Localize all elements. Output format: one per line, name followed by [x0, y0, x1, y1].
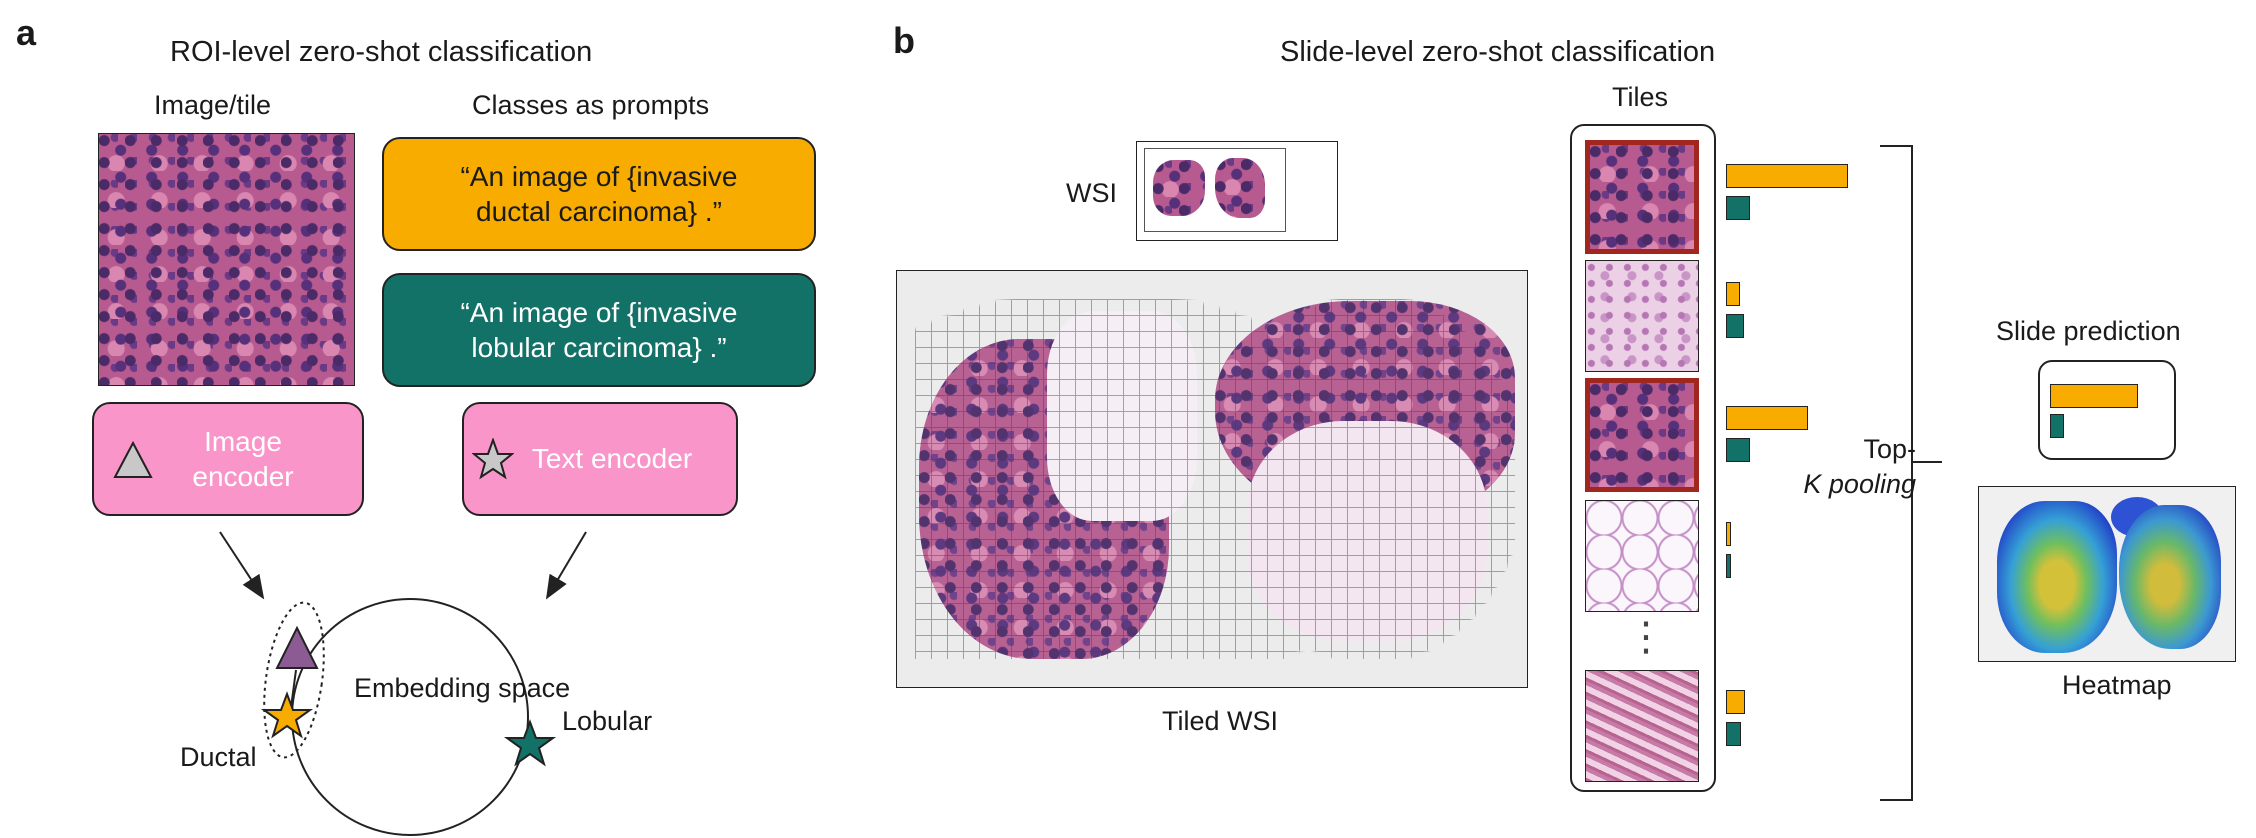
lobular-prompt-text: “An image of {invasive lobular carcinoma… — [460, 297, 738, 363]
lobular-prompt-box: “An image of {invasive lobular carcinoma… — [382, 273, 816, 387]
embedding-space-label: Embedding space — [354, 673, 571, 703]
ductal-label: Ductal — [180, 742, 257, 772]
tile-1 — [1585, 140, 1699, 254]
image-encoder-arrow — [219, 531, 265, 600]
triangle-icon — [113, 440, 153, 478]
slide-prediction-ductal-bar — [2050, 384, 2138, 408]
image-encoder-label: Image encoder — [192, 426, 294, 492]
pooling-bracket — [1880, 145, 1942, 801]
tile-4 — [1585, 500, 1699, 612]
top-k-pooling-label: Top- K pooling — [1776, 432, 1916, 502]
tile-5-ductal-bar — [1726, 690, 1746, 714]
lobular-label: Lobular — [562, 706, 653, 736]
panel-a-title: ROI-level zero-shot classification — [170, 36, 593, 68]
slide-prediction-box — [2038, 360, 2176, 460]
tile-4-lobular-bar — [1726, 554, 1732, 578]
tile-5-lobular-bar — [1726, 722, 1741, 746]
tiles-ellipsis: ⋮ — [1626, 615, 1666, 659]
ductal-prompt-text: “An image of {invasive ductal carcinoma}… — [460, 161, 738, 227]
tile-2-ductal-bar — [1726, 282, 1740, 306]
tile-1-lobular-bar — [1726, 196, 1751, 220]
text-encoder-arrow — [545, 531, 587, 600]
text-encoder-label: Text encoder — [531, 443, 693, 474]
panel-a-letter: a — [16, 12, 37, 53]
tiles-column: ⋮ — [1570, 124, 1716, 792]
tile-3-lobular-bar — [1726, 438, 1751, 462]
ductal-cluster-ellipse — [263, 601, 325, 759]
wsi-thumbnail — [1136, 141, 1338, 241]
slide-prediction-label: Slide prediction — [1996, 316, 2181, 346]
tile-3-ductal-bar — [1726, 406, 1808, 430]
star-icon — [472, 438, 514, 480]
ductal-prompt-box: “An image of {invasive ductal carcinoma}… — [382, 137, 816, 251]
heatmap-image — [1978, 486, 2236, 662]
tile-1-ductal-bar — [1726, 164, 1849, 188]
tile-3 — [1585, 378, 1699, 492]
ductal-star-icon — [260, 691, 314, 739]
tiled-wsi-label: Tiled WSI — [1162, 706, 1279, 736]
image-encoder-box: Image encoder — [92, 402, 364, 516]
tile-2 — [1585, 260, 1699, 372]
pooling-line-2: K pooling — [1803, 469, 1916, 500]
classes-prompts-label: Classes as prompts — [472, 90, 710, 120]
embedding-space-circle — [291, 598, 529, 836]
tiles-label: Tiles — [1612, 82, 1669, 112]
slide-prediction-lobular-bar — [2050, 414, 2064, 438]
tile-5 — [1585, 670, 1699, 782]
text-encoder-box: Text encoder — [462, 402, 738, 516]
heatmap-label: Heatmap — [2062, 670, 2172, 700]
image-tile-label: Image/tile — [154, 90, 272, 120]
panel-b-letter: b — [893, 20, 915, 61]
pooling-line-1: Top- — [1863, 434, 1916, 464]
tile-4-ductal-bar — [1726, 522, 1732, 546]
tile-2-lobular-bar — [1726, 314, 1744, 338]
lobular-star-icon — [503, 719, 557, 767]
panel-b-title: Slide-level zero-shot classification — [1280, 36, 1716, 68]
roi-image-tile — [98, 133, 355, 386]
tile-score-bars — [1726, 124, 1886, 788]
embedding-diagram — [219, 531, 587, 836]
wsi-label: WSI — [1066, 178, 1117, 208]
image-embedding-triangle — [275, 625, 319, 669]
tiled-wsi-image — [896, 270, 1528, 688]
